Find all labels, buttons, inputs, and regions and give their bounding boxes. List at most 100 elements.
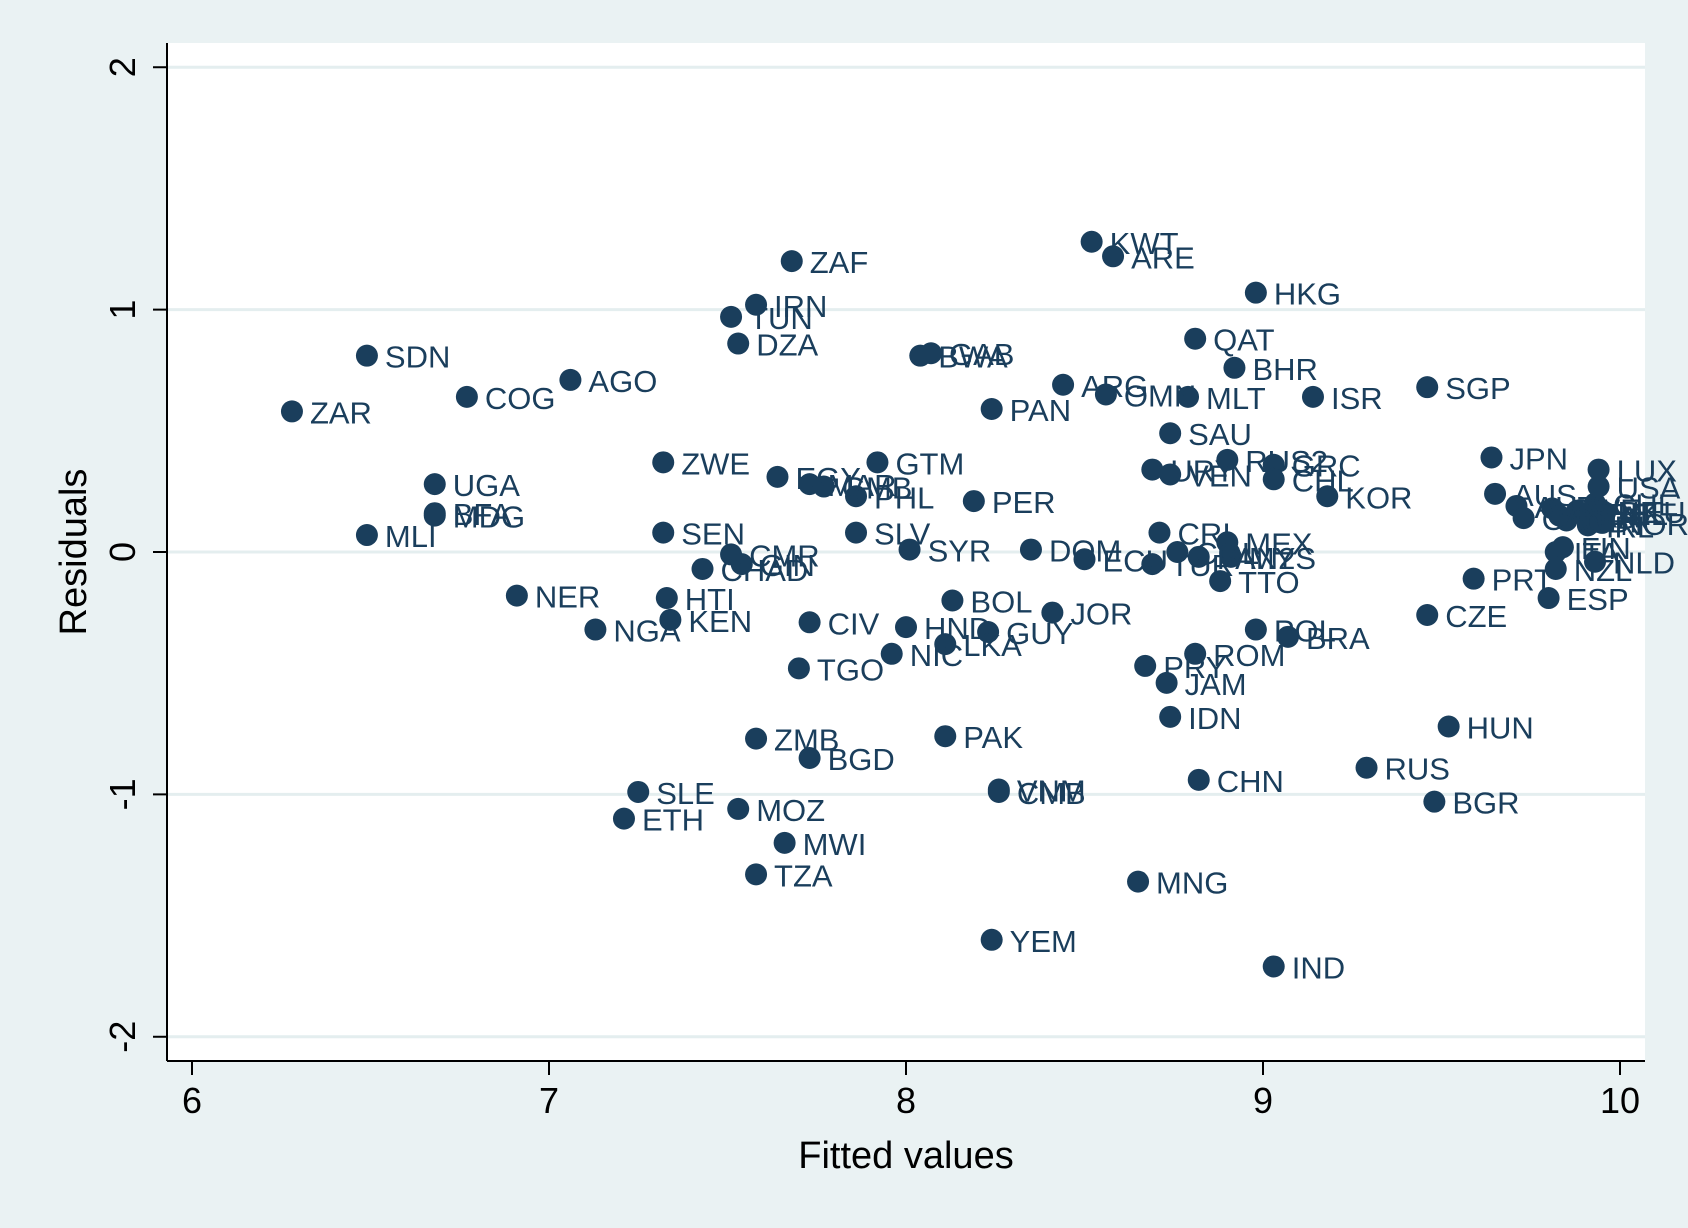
data-point [1134, 654, 1157, 677]
data-point [1262, 468, 1285, 491]
point-label: ARG [1081, 369, 1148, 404]
point-label: ZAR [310, 395, 372, 430]
point-label: JPN [1509, 441, 1568, 476]
point-label: SLV [874, 517, 931, 552]
y-tick-label: -1 [102, 778, 143, 810]
point-label: BRA [1306, 621, 1370, 656]
y-tick-label: -2 [102, 1021, 143, 1053]
point-label: OMN [1124, 378, 1196, 413]
point-label: GBR [1584, 504, 1651, 539]
point-label: KWT [1110, 226, 1179, 261]
data-point [612, 807, 635, 830]
point-label: ECU [1103, 543, 1168, 578]
data-point [505, 584, 528, 607]
data-point [1316, 485, 1339, 508]
data-point [798, 611, 821, 634]
point-label: PRY [1163, 650, 1226, 685]
data-point [1141, 553, 1164, 576]
point-label: HKG [1274, 277, 1341, 312]
data-point [1159, 705, 1182, 728]
data-point [880, 642, 903, 665]
data-point [655, 587, 678, 610]
point-label: CHAD [721, 553, 809, 588]
point-label: YEM [1010, 924, 1077, 959]
point-label: MLI [385, 519, 437, 554]
data-point [1041, 601, 1064, 624]
point-label: MLT [1206, 381, 1266, 416]
data-point [1484, 482, 1507, 505]
data-point [1080, 230, 1103, 253]
data-point [1159, 463, 1182, 486]
data-point [1019, 538, 1042, 561]
data-point [1587, 458, 1610, 481]
data-point [1301, 385, 1324, 408]
point-label: NER [535, 580, 600, 615]
point-label: DEU [1620, 495, 1685, 530]
point-label: RUS [1385, 752, 1450, 787]
x-tick-label: 7 [539, 1080, 559, 1121]
point-label: ETH [642, 803, 704, 838]
data-point [423, 504, 446, 527]
point-label: ROM [1213, 638, 1285, 673]
point-label: BOL [970, 584, 1032, 619]
point-label: GMB [842, 471, 913, 506]
point-label: KOR [1345, 480, 1412, 515]
point-label: BHR [1252, 352, 1317, 387]
point-label: TZA [774, 858, 833, 893]
point-label: ZWE [681, 446, 750, 481]
point-label: LUX [1617, 454, 1678, 489]
data-point [1209, 570, 1232, 593]
data-point [798, 747, 821, 770]
point-label: IDN [1188, 701, 1241, 736]
x-axis-ticks: 6 7 8 9 10 [182, 1061, 1640, 1121]
point-label: JAM [1185, 667, 1247, 702]
point-label: DOM [1049, 534, 1121, 569]
point-label: SGP [1445, 371, 1510, 406]
point-label: GTM [895, 446, 964, 481]
point-label: BEL [1609, 497, 1668, 532]
data-point [1219, 545, 1242, 568]
point-label: QAT [1213, 323, 1274, 358]
point-label: CHN [1217, 764, 1284, 799]
data-point [652, 451, 675, 474]
data-point [1355, 756, 1378, 779]
data-point [1155, 671, 1178, 694]
point-label: MWI [803, 827, 867, 862]
point-label: NOR [1620, 507, 1688, 542]
point-label: SYR [928, 534, 992, 569]
data-point [1166, 541, 1189, 563]
y-tick-label: 1 [102, 300, 143, 320]
point-label: CMR [749, 538, 820, 573]
point-label: COG [485, 381, 556, 416]
data-point [745, 863, 768, 886]
data-point [845, 521, 868, 544]
point-label: CMB [1017, 776, 1086, 811]
point-label: MDG [453, 500, 525, 535]
point-label: EGY [795, 461, 860, 496]
data-point [934, 633, 957, 656]
data-point [1437, 715, 1460, 738]
point-label: DZA [756, 328, 818, 363]
point-label: USA [1617, 471, 1681, 506]
point-label: TUR [1170, 548, 1234, 583]
point-label: MEX [1245, 526, 1313, 561]
data-point [845, 485, 868, 508]
point-label: CAN [1542, 502, 1607, 537]
data-point [1148, 521, 1171, 544]
point-label: URY [1170, 454, 1235, 489]
data-point [987, 780, 1010, 803]
point-label: TTO [1238, 565, 1299, 600]
data-point [1159, 422, 1182, 445]
data-points [280, 230, 1614, 978]
data-point [720, 305, 743, 328]
data-point [355, 344, 378, 367]
data-point [780, 250, 803, 273]
data-point [727, 332, 750, 355]
data-point [1262, 955, 1285, 978]
data-point [1584, 550, 1607, 573]
point-label: BGD [828, 742, 895, 777]
point-label: SAU [1188, 417, 1252, 452]
point-label: CIV [828, 606, 880, 641]
point-label: ISR [1331, 381, 1383, 416]
